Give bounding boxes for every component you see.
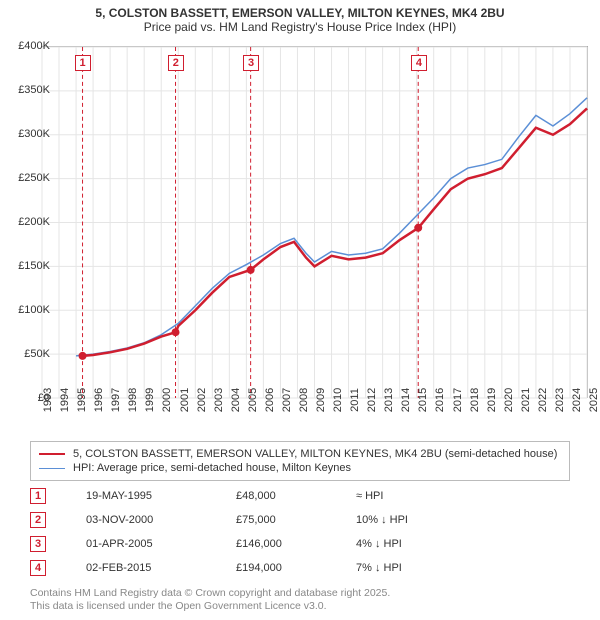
footer-line2: This data is licensed under the Open Gov… bbox=[30, 600, 390, 614]
y-tick-label: £100K bbox=[18, 304, 50, 316]
legend: 5, COLSTON BASSETT, EMERSON VALLEY, MILT… bbox=[30, 441, 570, 481]
marker-badge: 3 bbox=[243, 55, 259, 71]
x-tick-label: 2020 bbox=[503, 388, 515, 412]
y-tick-label: £300K bbox=[18, 128, 50, 140]
marker-price: £75,000 bbox=[236, 514, 316, 526]
y-tick-label: £400K bbox=[18, 40, 50, 52]
marker-table-row: 3 01-APR-2005 £146,000 4% ↓ HPI bbox=[30, 536, 436, 552]
marker-price: £194,000 bbox=[236, 562, 316, 574]
plot-area: 1 2 3 4 bbox=[42, 46, 588, 398]
marker-table-badge: 3 bbox=[30, 536, 46, 552]
x-tick-label: 2015 bbox=[417, 388, 429, 412]
x-tick-label: 2011 bbox=[349, 388, 361, 412]
x-tick-label: 2007 bbox=[281, 388, 293, 412]
marker-badge: 1 bbox=[75, 55, 91, 71]
x-tick-label: 2023 bbox=[554, 388, 566, 412]
y-tick-label: £50K bbox=[24, 348, 50, 360]
legend-swatch-property bbox=[39, 453, 65, 455]
x-tick-label: 2013 bbox=[383, 388, 395, 412]
marker-price: £146,000 bbox=[236, 538, 316, 550]
x-tick-label: 2010 bbox=[332, 388, 344, 412]
y-tick-label: £350K bbox=[18, 84, 50, 96]
x-tick-label: 2022 bbox=[537, 388, 549, 412]
x-tick-label: 2002 bbox=[196, 388, 208, 412]
marker-date: 03-NOV-2000 bbox=[86, 514, 196, 526]
x-tick-label: 2012 bbox=[366, 388, 378, 412]
marker-table-row: 4 02-FEB-2015 £194,000 7% ↓ HPI bbox=[30, 560, 436, 576]
x-tick-label: 2003 bbox=[213, 388, 225, 412]
y-tick-label: £250K bbox=[18, 172, 50, 184]
marker-date: 01-APR-2005 bbox=[86, 538, 196, 550]
x-tick-label: 2009 bbox=[315, 388, 327, 412]
x-tick-label: 1994 bbox=[59, 388, 71, 412]
x-tick-label: 1997 bbox=[110, 388, 122, 412]
x-tick-label: 2000 bbox=[161, 388, 173, 412]
x-tick-label: 1996 bbox=[93, 388, 105, 412]
legend-row-property: 5, COLSTON BASSETT, EMERSON VALLEY, MILT… bbox=[39, 448, 561, 460]
x-tick-label: 2001 bbox=[179, 388, 191, 412]
marker-table-row: 1 19-MAY-1995 £48,000 ≈ HPI bbox=[30, 488, 436, 504]
marker-delta: 7% ↓ HPI bbox=[356, 562, 436, 574]
x-tick-label: 2021 bbox=[520, 388, 532, 412]
marker-delta: 4% ↓ HPI bbox=[356, 538, 436, 550]
marker-table-badge: 4 bbox=[30, 560, 46, 576]
line-series-svg bbox=[42, 47, 587, 398]
x-tick-label: 1995 bbox=[76, 388, 88, 412]
marker-delta: ≈ HPI bbox=[356, 490, 436, 502]
footer: Contains HM Land Registry data © Crown c… bbox=[30, 587, 390, 614]
x-tick-label: 2018 bbox=[469, 388, 481, 412]
x-tick-label: 1999 bbox=[144, 388, 156, 412]
x-tick-label: 2004 bbox=[230, 388, 242, 412]
legend-label-hpi: HPI: Average price, semi-detached house,… bbox=[73, 462, 351, 474]
chart-title: 5, COLSTON BASSETT, EMERSON VALLEY, MILT… bbox=[0, 0, 600, 36]
x-tick-label: 2016 bbox=[434, 388, 446, 412]
x-tick-label: 1998 bbox=[127, 388, 139, 412]
marker-date: 02-FEB-2015 bbox=[86, 562, 196, 574]
marker-delta: 10% ↓ HPI bbox=[356, 514, 436, 526]
y-tick-label: £150K bbox=[18, 260, 50, 272]
marker-table-badge: 2 bbox=[30, 512, 46, 528]
x-tick-label: 2005 bbox=[247, 388, 259, 412]
chart-container: 5, COLSTON BASSETT, EMERSON VALLEY, MILT… bbox=[0, 0, 600, 620]
marker-table: 1 19-MAY-1995 £48,000 ≈ HPI 2 03-NOV-2000 £75,… bbox=[30, 488, 436, 584]
title-line1: 5, COLSTON BASSETT, EMERSON VALLEY, MILT… bbox=[10, 6, 590, 20]
x-tick-label: 2025 bbox=[588, 388, 600, 412]
x-tick-label: 2008 bbox=[298, 388, 310, 412]
marker-table-row: 2 03-NOV-2000 £75,000 10% ↓ HPI bbox=[30, 512, 436, 528]
x-tick-label: 1993 bbox=[42, 388, 54, 412]
marker-badge: 2 bbox=[168, 55, 184, 71]
legend-label-property: 5, COLSTON BASSETT, EMERSON VALLEY, MILT… bbox=[73, 448, 557, 460]
footer-line1: Contains HM Land Registry data © Crown c… bbox=[30, 587, 390, 601]
marker-date: 19-MAY-1995 bbox=[86, 490, 196, 502]
marker-badge: 4 bbox=[411, 55, 427, 71]
marker-price: £48,000 bbox=[236, 490, 316, 502]
legend-swatch-hpi bbox=[39, 468, 65, 469]
marker-table-badge: 1 bbox=[30, 488, 46, 504]
title-line2: Price paid vs. HM Land Registry's House … bbox=[10, 20, 590, 34]
x-tick-label: 2014 bbox=[400, 388, 412, 412]
x-tick-label: 2006 bbox=[264, 388, 276, 412]
x-tick-label: 2019 bbox=[486, 388, 498, 412]
legend-row-hpi: HPI: Average price, semi-detached house,… bbox=[39, 462, 561, 474]
y-tick-label: £200K bbox=[18, 216, 50, 228]
x-tick-label: 2017 bbox=[452, 388, 464, 412]
x-tick-label: 2024 bbox=[571, 388, 583, 412]
